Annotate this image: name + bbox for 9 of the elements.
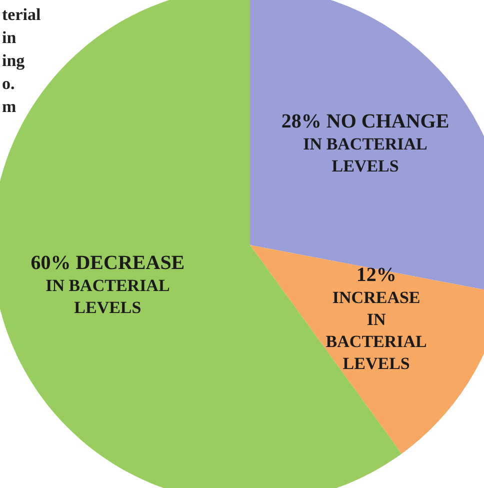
- text: in: [2, 28, 17, 47]
- data-label: 12%: [356, 264, 396, 286]
- text: terial: [2, 5, 41, 24]
- slice-label: 28% NO CHANGE IN BACTERIAL LEVELS: [281, 110, 450, 176]
- slice-label: INCREASE IN BACTERIAL LEVELS: [326, 288, 427, 374]
- slice-label: 60% DECREASE IN BACTERIAL LEVELS: [30, 252, 185, 318]
- text: ing: [2, 51, 26, 70]
- text: o.: [2, 74, 15, 93]
- text: m: [2, 97, 16, 116]
